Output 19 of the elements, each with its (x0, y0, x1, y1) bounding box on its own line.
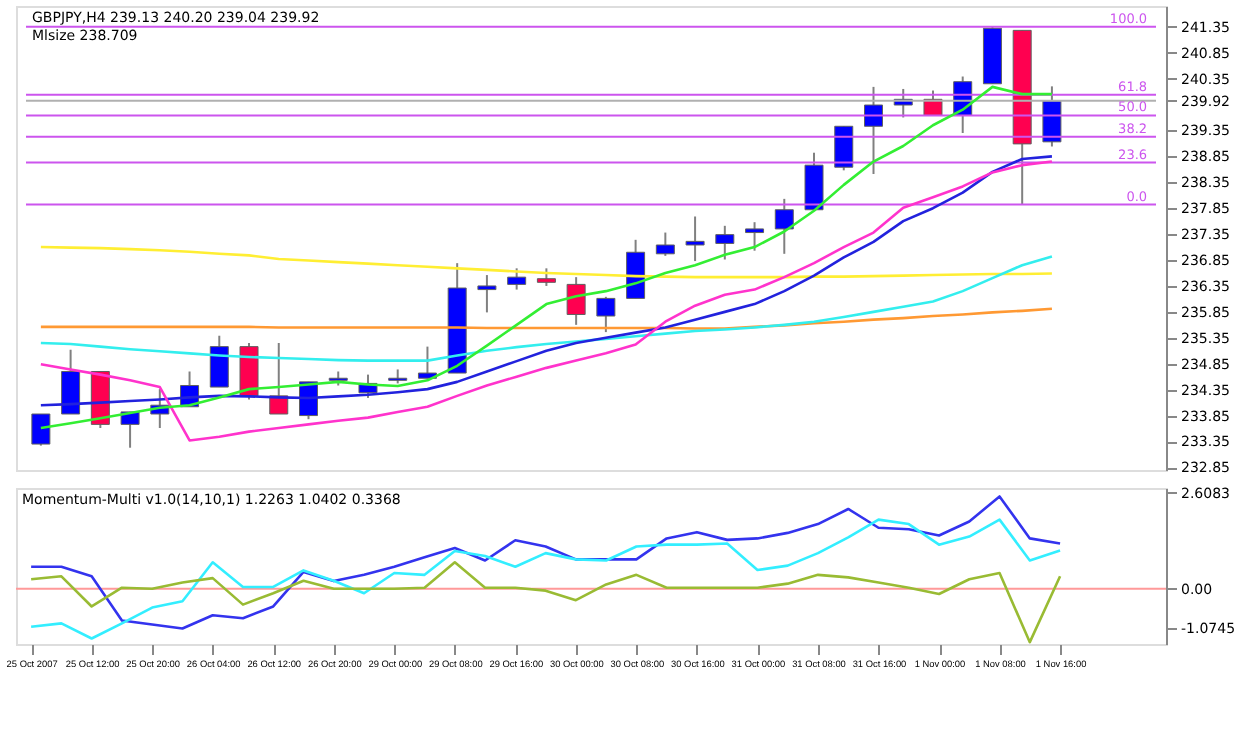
candlestick (834, 125, 854, 172)
candlestick (745, 221, 765, 252)
candlestick (31, 413, 51, 447)
candlestick (715, 224, 735, 261)
line-series (29, 561, 1062, 644)
candlestick (417, 345, 437, 380)
candlestick (864, 85, 883, 175)
candlestick (507, 267, 527, 291)
candlestick (774, 197, 794, 255)
candlestick (566, 276, 586, 326)
candlestick (477, 274, 497, 314)
line-series (29, 518, 1062, 640)
candlestick (61, 348, 81, 416)
candlestick (655, 231, 675, 257)
line-series (39, 307, 1054, 330)
candlestick (804, 151, 824, 211)
candlestick (685, 215, 705, 263)
candlestick (209, 334, 229, 389)
candlestick (596, 295, 616, 334)
